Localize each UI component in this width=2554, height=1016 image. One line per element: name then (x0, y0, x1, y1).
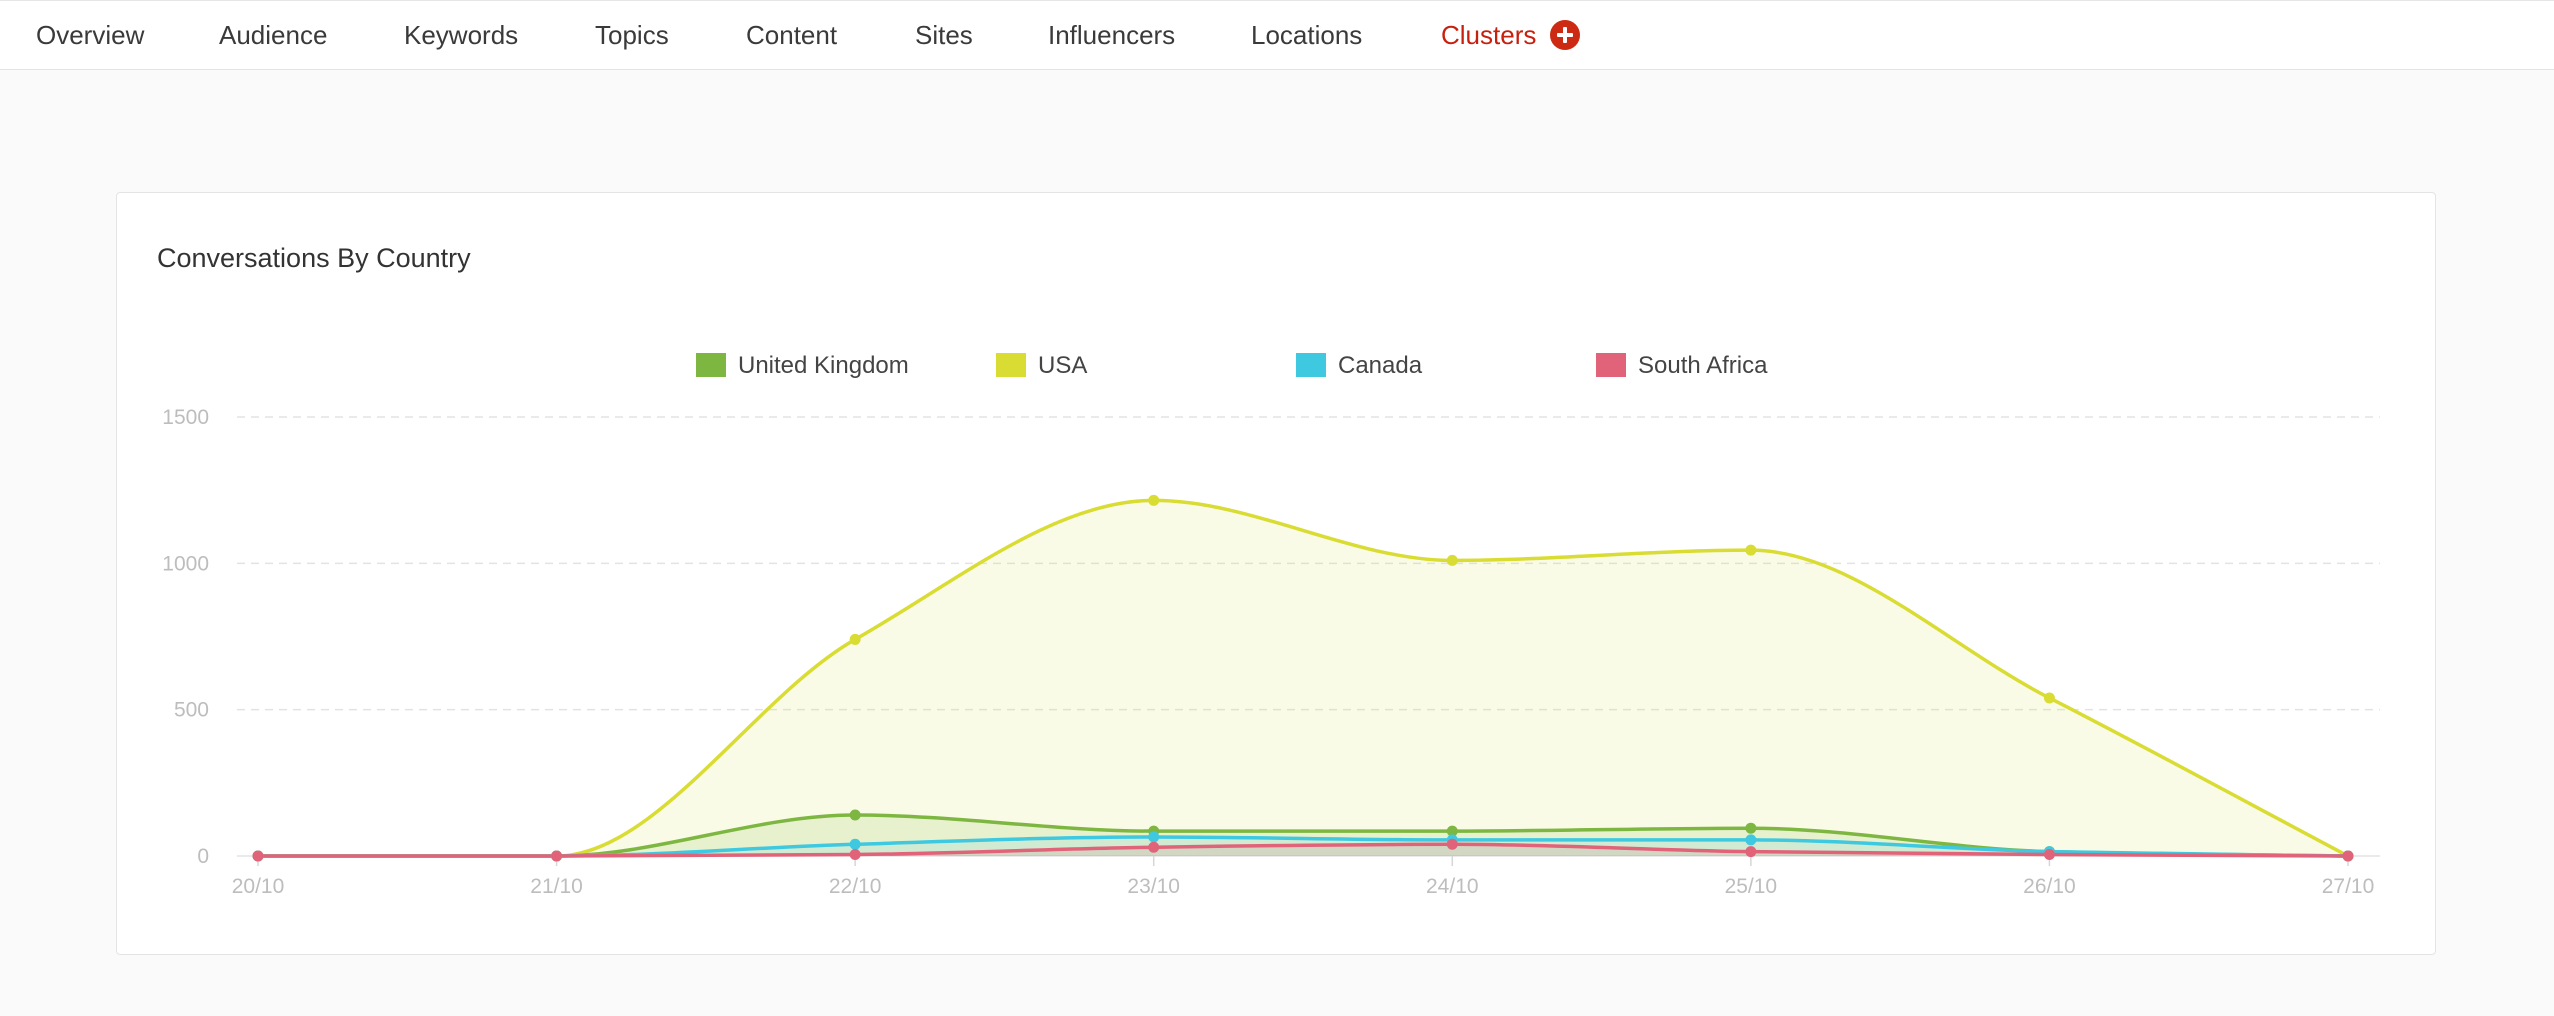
plus-circle-icon[interactable] (1550, 20, 1581, 51)
data-point-usa (1148, 494, 1160, 506)
x-tick-label: 26/10 (2023, 875, 2076, 898)
data-point-south-africa (252, 850, 264, 862)
legend-label-canada: Canada (1338, 352, 1423, 379)
nav-tab-sites[interactable]: Sites (915, 20, 973, 50)
data-point-south-africa (2342, 850, 2354, 862)
conversations-area-chart: 0 500 1000 1500 20/10 21/10 22/10 23/10 24/10 25/… (162, 406, 2380, 898)
x-tick-label: 21/10 (530, 875, 583, 898)
data-point-united-kingdom (849, 809, 861, 821)
legend-item-usa[interactable]: USA (996, 351, 1087, 381)
legend-swatch-united-kingdom (696, 352, 726, 377)
nav-tab-audience[interactable]: Audience (219, 20, 328, 50)
data-point-usa (1745, 544, 1757, 556)
y-tick-label: 500 (174, 699, 209, 722)
data-point-canada (1148, 831, 1160, 843)
nav-tab-clusters-label: Clusters (1441, 20, 1537, 50)
data-point-usa (2043, 692, 2055, 704)
data-point-united-kingdom (1446, 825, 1458, 837)
data-point-usa (849, 633, 861, 645)
data-point-south-africa (849, 849, 861, 861)
x-tick-label: 27/10 (2322, 875, 2375, 898)
nav-tab-content[interactable]: Content (746, 20, 838, 50)
series-area-usa (258, 500, 2348, 856)
x-tick-label: 24/10 (1426, 875, 1479, 898)
nav-tab-topics[interactable]: Topics (595, 20, 669, 50)
legend-label-usa: USA (1038, 352, 1088, 379)
x-tick-label: 20/10 (232, 875, 285, 898)
legend-label-south-africa: South Africa (1638, 352, 1768, 379)
chart-title: Conversations By Country (157, 243, 471, 273)
nav-tab-overview[interactable]: Overview (36, 20, 145, 50)
x-tick-label: 22/10 (829, 875, 882, 898)
legend-swatch-south-africa (1596, 352, 1626, 377)
x-tick-label: 25/10 (1725, 875, 1778, 898)
y-tick-label: 1500 (162, 406, 209, 429)
legend-item-united-kingdom[interactable]: United Kingdom (696, 351, 909, 381)
data-point-usa (1446, 554, 1458, 566)
data-point-canada (1745, 834, 1757, 846)
y-tick-label: 1000 (162, 552, 209, 575)
legend-item-canada[interactable]: Canada (1296, 351, 1422, 381)
y-tick-label: 0 (197, 845, 209, 868)
data-point-south-africa (2043, 849, 2055, 861)
series-line-usa (258, 498, 2349, 858)
x-tick-label: 23/10 (1127, 875, 1180, 898)
data-point-south-africa (551, 850, 563, 862)
legend-swatch-usa (996, 352, 1026, 377)
data-point-south-africa (1745, 846, 1757, 858)
data-point-canada (849, 838, 861, 850)
top-navigation: Overview Audience Keywords Topics Conten… (0, 0, 2554, 70)
data-point-south-africa (1148, 841, 1160, 853)
data-point-united-kingdom (1745, 822, 1757, 834)
nav-tab-locations[interactable]: Locations (1251, 20, 1363, 50)
series-line-south-africa (258, 842, 2349, 858)
nav-tab-influencers[interactable]: Influencers (1048, 20, 1176, 50)
legend-label-united-kingdom: United Kingdom (738, 352, 909, 379)
legend-swatch-canada (1296, 352, 1326, 377)
nav-tab-clusters[interactable]: Clusters (1441, 1, 1581, 69)
conversations-by-country-card: Conversations By Country United Kingdom … (116, 192, 2436, 955)
data-point-south-africa (1446, 838, 1458, 850)
legend-item-south-africa[interactable]: South Africa (1596, 351, 1767, 381)
nav-tab-keywords[interactable]: Keywords (404, 20, 519, 50)
